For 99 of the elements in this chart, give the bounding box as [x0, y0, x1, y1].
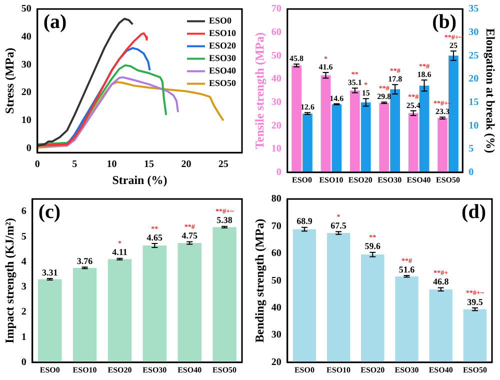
x-tick-label: 5	[72, 159, 78, 170]
y2-tick-label: 10	[468, 120, 479, 132]
x-tick-label: ESO50	[436, 175, 460, 184]
data-label: 4.65	[146, 232, 164, 242]
x-tick-label: ESO0	[292, 175, 312, 184]
x-tick-label: 10	[106, 159, 117, 170]
x-tick-label: ESO30	[142, 365, 167, 374]
y2-axis-title: Elongation at break (%)	[484, 28, 498, 154]
x-tick-label: 20	[181, 159, 192, 170]
x-tick-label: ESO50	[212, 365, 237, 374]
x-tick-label: ESO10	[326, 365, 351, 374]
x-tick-label: ESO20	[360, 365, 385, 374]
data-label: 3.76	[76, 256, 94, 266]
x-tick-label: 25	[218, 159, 228, 170]
legend-label: ESO0	[208, 16, 232, 26]
y2-tick-label: 5	[468, 144, 474, 155]
x-tick-label: ESO0	[294, 365, 314, 374]
y-tick-label: 50	[271, 50, 282, 62]
y-axis-title: Tensile strength (MPa)	[252, 32, 266, 150]
data-label: 68.9	[296, 216, 313, 226]
legend-label: ESO50	[208, 78, 236, 88]
chart-title: (d)	[462, 201, 486, 224]
data-label: 59.6	[364, 241, 382, 252]
legend-label: ESO40	[208, 66, 236, 76]
y-tick-label: 2	[21, 306, 26, 318]
data-label: 17.8	[388, 74, 402, 84]
data-label: 3.31	[42, 267, 58, 278]
y-axis-title: Bending strength (MPa)	[252, 218, 266, 343]
x-tick-label: ESO0	[40, 365, 60, 374]
x-tick-label: ESO50	[462, 365, 487, 374]
data-label: 25	[449, 41, 458, 50]
y2-tick-label: 35	[468, 4, 479, 15]
data-label: 39.5	[467, 296, 484, 307]
x-tick-label: ESO40	[428, 365, 453, 374]
y-tick-label: 40	[271, 302, 282, 314]
x-tick-label: ESO20	[108, 365, 132, 374]
data-label: 35.1	[348, 78, 362, 88]
x-tick-label: ESO40	[178, 365, 202, 374]
y-tick-label: 20	[271, 120, 282, 132]
y-tick-label: 10	[271, 144, 282, 155]
y-tick-label: 50	[271, 275, 282, 286]
y-tick-label: 5	[21, 231, 26, 242]
y-tick-label: 4	[21, 256, 26, 268]
data-label: 12.6	[300, 102, 314, 112]
legend-label: ESO20	[208, 40, 236, 51]
y-tick-label: 70	[271, 4, 282, 15]
y-tick-label: 80	[271, 194, 282, 205]
x-tick-label: ESO20	[348, 175, 372, 184]
x-tick-label: ESO30	[394, 365, 419, 374]
y-tick-label: 30	[21, 59, 32, 70]
chart-title: (a)	[43, 11, 67, 34]
bar	[178, 242, 202, 362]
y-tick-label: 60	[271, 26, 282, 38]
x-tick-label: ESO30	[378, 175, 402, 184]
x-tick-label: 0	[34, 159, 40, 170]
y-tick-label: 60	[271, 248, 282, 260]
data-label: 18.6	[417, 70, 432, 80]
data-label: 46.8	[432, 276, 450, 287]
y-tick-label: 3	[21, 282, 26, 293]
data-label: 4.11	[112, 247, 128, 258]
x-tick-label: 15	[144, 159, 154, 170]
x-axis-title: Strain (%)	[112, 172, 168, 187]
y-tick-label: 20	[21, 87, 32, 98]
y-tick-label: 30	[271, 330, 282, 341]
y2-tick-label: 30	[468, 26, 479, 38]
y-tick-label: 6	[21, 206, 26, 218]
chart-title: (b)	[432, 11, 457, 34]
y2-tick-label: 20	[468, 74, 479, 85]
y-tick-label: 30	[271, 96, 282, 108]
data-label: 4.75	[182, 230, 198, 241]
y-tick-label: 50	[21, 4, 32, 15]
data-label: 67.5	[330, 220, 347, 231]
x-tick-label: ESO10	[319, 175, 344, 184]
y2-tick-label: 15	[468, 96, 479, 108]
legend-label: ESO10	[208, 28, 236, 38]
y-axis-title: Impact strength (KJ/m²)	[2, 218, 16, 344]
y-tick-label: 1	[21, 332, 26, 343]
y-tick-label: 10	[21, 115, 32, 126]
data-label: 5.38	[216, 215, 233, 226]
y2-tick-label: 25	[468, 50, 479, 62]
y-axis-title: Stress (MPa)	[2, 48, 16, 114]
data-label: 41.6	[318, 62, 333, 72]
data-label: 14.6	[330, 94, 344, 103]
bar	[108, 259, 132, 362]
y-tick-label: 40	[271, 74, 282, 85]
legend-label: ESO30	[208, 53, 236, 64]
y-tick-label: 0	[26, 142, 32, 154]
bar	[142, 246, 167, 362]
bar	[72, 268, 97, 362]
x-tick-label: ESO40	[406, 175, 431, 184]
data-label: 45.8	[290, 54, 304, 64]
chart-title: (c)	[38, 201, 61, 224]
x-tick-label: ESO10	[72, 365, 97, 374]
data-label: 51.6	[398, 264, 416, 274]
data-label: 15	[362, 88, 370, 98]
y-tick-label: 70	[271, 220, 282, 232]
y-tick-label: 40	[21, 31, 32, 42]
bar	[212, 227, 236, 362]
bar	[38, 279, 62, 362]
